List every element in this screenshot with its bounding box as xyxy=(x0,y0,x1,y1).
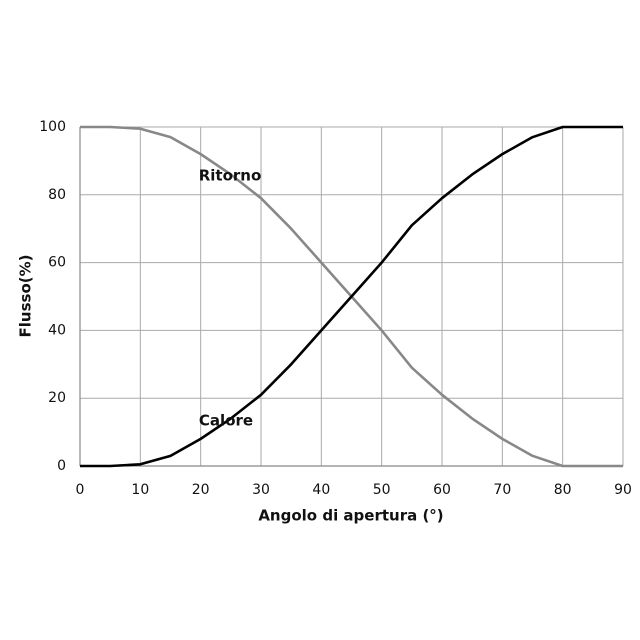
y-tick-label: 20 xyxy=(48,390,66,406)
x-tick-label: 20 xyxy=(192,482,210,498)
x-tick-label: 70 xyxy=(493,482,511,498)
x-tick-label: 60 xyxy=(433,482,451,498)
x-tick-label: 10 xyxy=(131,482,149,498)
y-tick-label: 40 xyxy=(48,322,66,338)
x-tick-label: 40 xyxy=(312,482,330,498)
x-tick-label: 80 xyxy=(554,482,572,498)
x-axis-label: Angolo di apertura (°) xyxy=(258,507,443,525)
y-tick-label: 60 xyxy=(48,255,66,271)
x-tick-label: 0 xyxy=(76,482,85,498)
y-tick-label: 80 xyxy=(48,187,66,203)
y-tick-label: 0 xyxy=(57,458,66,474)
x-tick-label: 50 xyxy=(373,482,391,498)
series-label: Ritorno xyxy=(199,167,262,185)
series-label: Calore xyxy=(199,412,253,430)
x-tick-label: 90 xyxy=(614,482,632,498)
y-tick-label: 100 xyxy=(39,119,66,135)
y-axis-label: Flusso(%) xyxy=(17,255,35,338)
series-line xyxy=(80,125,623,468)
x-tick-label: 30 xyxy=(252,482,270,498)
